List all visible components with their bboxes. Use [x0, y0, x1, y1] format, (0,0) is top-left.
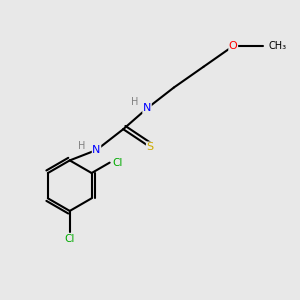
Text: H: H — [78, 140, 85, 151]
Text: S: S — [146, 142, 154, 152]
Text: N: N — [143, 103, 151, 113]
Text: Cl: Cl — [64, 234, 75, 244]
Text: H: H — [131, 98, 139, 107]
Text: O: O — [229, 41, 238, 51]
Text: CH₃: CH₃ — [269, 41, 287, 51]
Text: Cl: Cl — [112, 158, 122, 168]
Text: N: N — [92, 145, 101, 155]
